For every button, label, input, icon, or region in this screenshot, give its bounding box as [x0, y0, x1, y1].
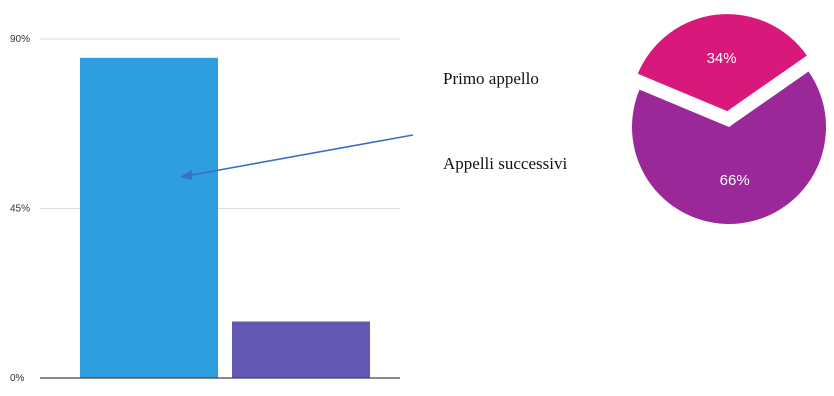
legend-label-primo-appello: Primo appello: [443, 69, 539, 88]
bar-2: [232, 321, 370, 378]
pie-slice-2: [631, 71, 826, 225]
y-axis-ticks: 0% 45% 90%: [10, 34, 30, 384]
y-tick-label-45pct: 45%: [10, 204, 30, 215]
legend: Primo appello Appelli successivi: [180, 69, 567, 180]
pie-slice-1: [637, 14, 807, 112]
bars: [80, 57, 370, 378]
pie-slice-label-1: 34%: [707, 50, 737, 67]
legend-arrowhead: [180, 170, 192, 180]
legend-arrow: [185, 134, 414, 177]
bar-chart: 0% 45% 90%: [10, 34, 400, 384]
y-tick-label-90pct: 90%: [10, 34, 30, 45]
pie-chart: 34% 66%: [631, 14, 826, 225]
y-tick-label-0pct: 0%: [10, 373, 25, 384]
pie-slice-label-2: 66%: [720, 172, 750, 189]
bar-1: [80, 57, 218, 378]
legend-label-appelli-successivi: Appelli successivi: [443, 154, 567, 173]
